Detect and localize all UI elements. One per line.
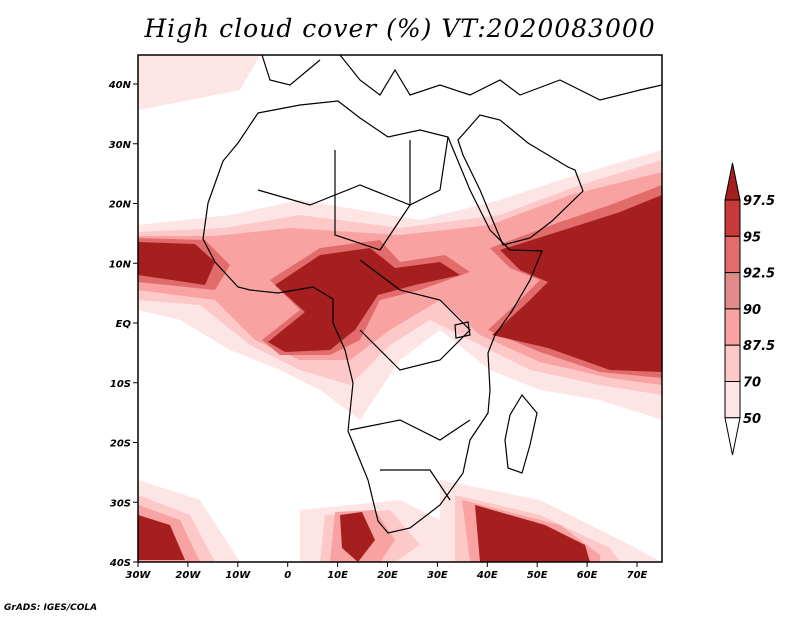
colorbar-label: 90 xyxy=(743,303,761,318)
madagascar-coastline xyxy=(504,393,538,474)
x-tick-label: 10E xyxy=(327,570,348,581)
x-tick-label: 0 xyxy=(284,570,291,581)
africa-coastline xyxy=(202,100,543,534)
y-axis: 40N 30N 20N 10N EQ 10S 20S 30S 40S xyxy=(108,80,138,569)
x-tick-label: 20E xyxy=(377,570,398,581)
x-tick-label: 20W xyxy=(175,570,201,581)
colorbar-box xyxy=(724,344,741,383)
colorbar-box xyxy=(724,199,741,237)
x-axis: 30W 20W 10W 0 10E 20E 30E 40E 50E 60E 70E xyxy=(126,562,648,581)
colorbar-box xyxy=(724,381,741,419)
y-tick-label: 40S xyxy=(109,558,131,569)
colorbar-label: 95 xyxy=(743,230,761,245)
colorbar-box xyxy=(724,308,741,346)
lake-victoria xyxy=(454,321,471,339)
y-tick-label: 30N xyxy=(109,140,132,151)
y-tick-label: 10N xyxy=(109,259,132,270)
x-tick-label: 70E xyxy=(627,570,648,581)
europe-coastline xyxy=(261,55,662,101)
cloud-above-97 xyxy=(138,195,662,562)
colorbar-label: 50 xyxy=(743,412,761,427)
x-tick-label: 60E xyxy=(577,570,598,581)
x-tick-label: 10W xyxy=(225,570,251,581)
colorbar-box xyxy=(724,235,741,274)
cloud-cover-field xyxy=(138,55,662,562)
grads-credit: GrADS: IGES/COLA xyxy=(4,603,98,613)
arabia-coastline xyxy=(457,114,584,246)
y-tick-label: 20S xyxy=(110,439,131,450)
x-tick-label: 30E xyxy=(427,570,448,581)
y-tick-label: 40N xyxy=(108,80,132,91)
y-tick-label: EQ xyxy=(116,319,132,330)
colorbar-label: 70 xyxy=(743,376,761,391)
coastlines-and-borders xyxy=(202,55,662,534)
colorbar-label: 87.5 xyxy=(743,339,775,354)
colorbar-label: 92.5 xyxy=(743,267,775,282)
y-tick-label: 30S xyxy=(110,498,131,509)
colorbar-top-arrow xyxy=(724,162,741,201)
x-tick-label: 40E xyxy=(476,570,498,581)
map-frame xyxy=(137,54,663,563)
colorbar: 97.5 95 92.5 90 87.5 70 50 xyxy=(724,162,775,456)
y-tick-label: 20N xyxy=(109,200,132,211)
country-borders xyxy=(257,136,471,501)
chart-title: High cloud cover (%) VT:2020083000 xyxy=(144,14,656,43)
x-tick-label: 30W xyxy=(126,570,152,581)
colorbar-box xyxy=(724,272,741,310)
colorbar-label: 97.5 xyxy=(743,194,775,209)
colorbar-bottom-arrow xyxy=(724,417,741,456)
y-tick-label: 10S xyxy=(110,379,131,390)
x-tick-label: 50E xyxy=(527,570,548,581)
